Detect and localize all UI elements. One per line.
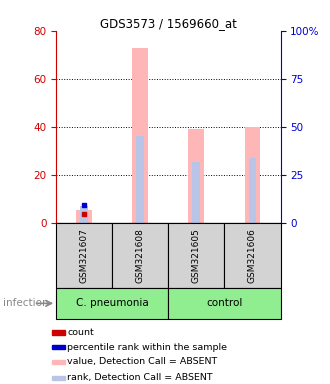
- Text: count: count: [67, 328, 94, 337]
- Bar: [76, 210, 92, 223]
- Text: GSM321608: GSM321608: [136, 228, 145, 283]
- Bar: [248, 159, 256, 223]
- Bar: [192, 162, 200, 223]
- Bar: [52, 376, 65, 380]
- Text: GSM321606: GSM321606: [248, 228, 257, 283]
- Text: value, Detection Call = ABSENT: value, Detection Call = ABSENT: [67, 358, 217, 366]
- Text: GSM321607: GSM321607: [80, 228, 89, 283]
- Title: GDS3573 / 1569660_at: GDS3573 / 1569660_at: [100, 17, 237, 30]
- Bar: [52, 360, 65, 364]
- Bar: [245, 127, 260, 223]
- Bar: [52, 330, 65, 334]
- Bar: [80, 207, 88, 223]
- Text: rank, Detection Call = ABSENT: rank, Detection Call = ABSENT: [67, 373, 213, 382]
- Bar: [224, 223, 280, 288]
- Bar: [112, 223, 168, 288]
- Text: infection: infection: [3, 298, 49, 308]
- Bar: [168, 223, 224, 288]
- Text: C. pneumonia: C. pneumonia: [76, 298, 148, 308]
- Bar: [52, 345, 65, 349]
- Bar: [132, 48, 148, 223]
- Text: GSM321605: GSM321605: [192, 228, 201, 283]
- Bar: [56, 288, 168, 319]
- Bar: [56, 223, 112, 288]
- Text: percentile rank within the sample: percentile rank within the sample: [67, 343, 227, 352]
- Bar: [168, 288, 280, 319]
- Bar: [188, 129, 204, 223]
- Text: control: control: [206, 298, 243, 308]
- Bar: [136, 136, 144, 223]
